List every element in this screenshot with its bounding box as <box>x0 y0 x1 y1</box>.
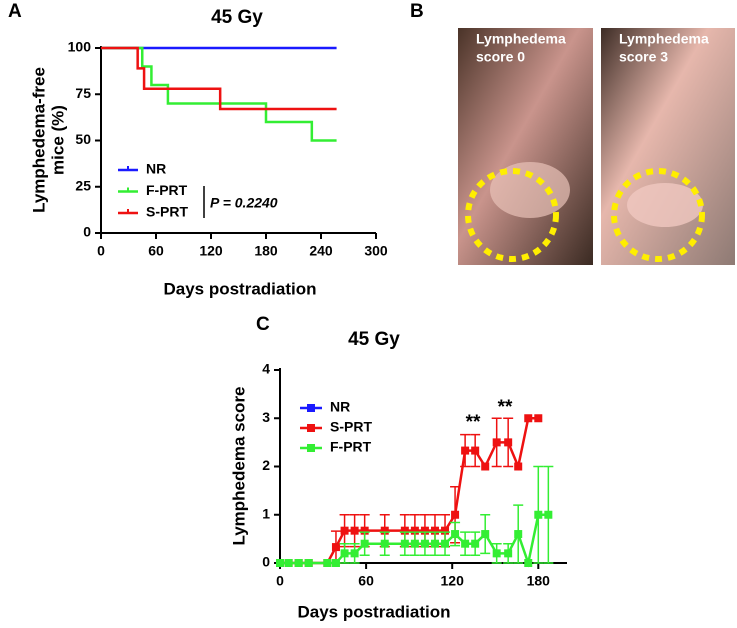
y-tick-label: 2 <box>262 457 270 473</box>
marker <box>360 539 369 548</box>
marker <box>534 414 543 423</box>
marker <box>331 559 340 567</box>
photo-label: score 3 <box>619 49 668 65</box>
x-tick-label: 0 <box>97 243 105 259</box>
panel-label: A <box>8 1 22 22</box>
y-axis-label: Lymphedema score <box>229 386 248 545</box>
marker <box>471 446 480 455</box>
x-tick-label: 60 <box>358 573 374 589</box>
legend-label: F-PRT <box>330 439 372 455</box>
legend-label: F-PRT <box>146 182 188 198</box>
marker <box>380 526 389 535</box>
x-tick-label: 120 <box>199 243 223 259</box>
y-tick-label: 1 <box>262 505 270 521</box>
legend-label: S-PRT <box>146 204 188 220</box>
marker <box>284 559 293 567</box>
annotation: P = 0.2240 <box>210 195 278 211</box>
highlight-circle <box>611 168 705 262</box>
panel-label: B <box>410 1 424 22</box>
marker <box>524 414 533 423</box>
marker <box>420 526 429 535</box>
marker <box>461 539 470 548</box>
legend-label: S-PRT <box>330 419 372 435</box>
y-tick-label: 100 <box>68 39 92 55</box>
survival-line <box>101 46 337 111</box>
highlight-circle <box>465 168 559 262</box>
marker <box>524 559 533 567</box>
legend-marker <box>307 444 315 452</box>
photo-detail <box>490 162 570 218</box>
marker <box>400 526 409 535</box>
photo-label: Lymphedema <box>619 31 709 47</box>
marker <box>481 462 490 471</box>
panel-label: C <box>256 314 270 335</box>
legend-marker <box>307 424 315 432</box>
photo-label: score 0 <box>476 49 525 65</box>
marker <box>350 549 359 558</box>
photo-label: Lymphedema <box>476 31 566 47</box>
marker <box>294 559 303 567</box>
y-tick-label: 0 <box>262 554 270 570</box>
y-tick-label: 4 <box>262 361 270 377</box>
marker <box>481 530 490 539</box>
marker <box>360 526 369 535</box>
marker <box>410 539 419 548</box>
marker <box>350 526 359 535</box>
x-tick-label: 120 <box>441 573 465 589</box>
x-tick-label: 180 <box>527 573 551 589</box>
x-tick-label: 300 <box>364 243 388 259</box>
y-tick-label: 50 <box>75 131 91 147</box>
marker <box>340 526 349 535</box>
y-axis-label: Lymphedema-free <box>29 67 48 213</box>
marker <box>304 559 313 567</box>
significance-mark: ** <box>498 397 513 418</box>
x-tick-label: 240 <box>309 243 333 259</box>
y-axis-label: mice (%) <box>48 105 67 175</box>
photo-detail <box>627 183 703 227</box>
marker <box>331 543 340 552</box>
y-tick-label: 25 <box>75 177 91 193</box>
marker <box>410 526 419 535</box>
significance-mark: ** <box>466 412 481 433</box>
marker <box>514 530 523 539</box>
legend-label: NR <box>146 161 166 177</box>
marker <box>441 539 450 548</box>
marker <box>504 549 513 558</box>
y-tick-label: 75 <box>75 85 91 101</box>
marker <box>534 510 543 519</box>
marker <box>380 539 389 548</box>
y-tick-label: 3 <box>262 409 270 425</box>
marker <box>451 510 460 519</box>
x-axis-label: Days postradiation <box>297 602 450 621</box>
photo <box>458 28 593 265</box>
marker <box>430 539 439 548</box>
y-tick-label: 0 <box>83 224 91 240</box>
marker <box>400 539 409 548</box>
x-tick-label: 180 <box>254 243 278 259</box>
chart-title: 45 Gy <box>211 7 263 28</box>
survival-line <box>101 46 337 142</box>
chart-title: 45 Gy <box>348 329 400 350</box>
x-axis-label: Days postradiation <box>163 279 316 298</box>
x-tick-label: 60 <box>148 243 164 259</box>
legend-marker <box>307 404 315 412</box>
marker <box>441 526 450 535</box>
marker <box>514 462 523 471</box>
marker <box>504 438 513 447</box>
marker <box>471 539 480 548</box>
legend-label: NR <box>330 399 350 415</box>
marker <box>492 549 501 558</box>
marker <box>420 539 429 548</box>
marker <box>276 559 284 567</box>
marker <box>340 549 349 558</box>
marker <box>430 526 439 535</box>
marker <box>544 510 553 519</box>
marker <box>451 530 460 539</box>
x-tick-label: 0 <box>276 573 284 589</box>
marker <box>492 438 501 447</box>
marker <box>461 446 470 455</box>
marker <box>323 559 332 567</box>
